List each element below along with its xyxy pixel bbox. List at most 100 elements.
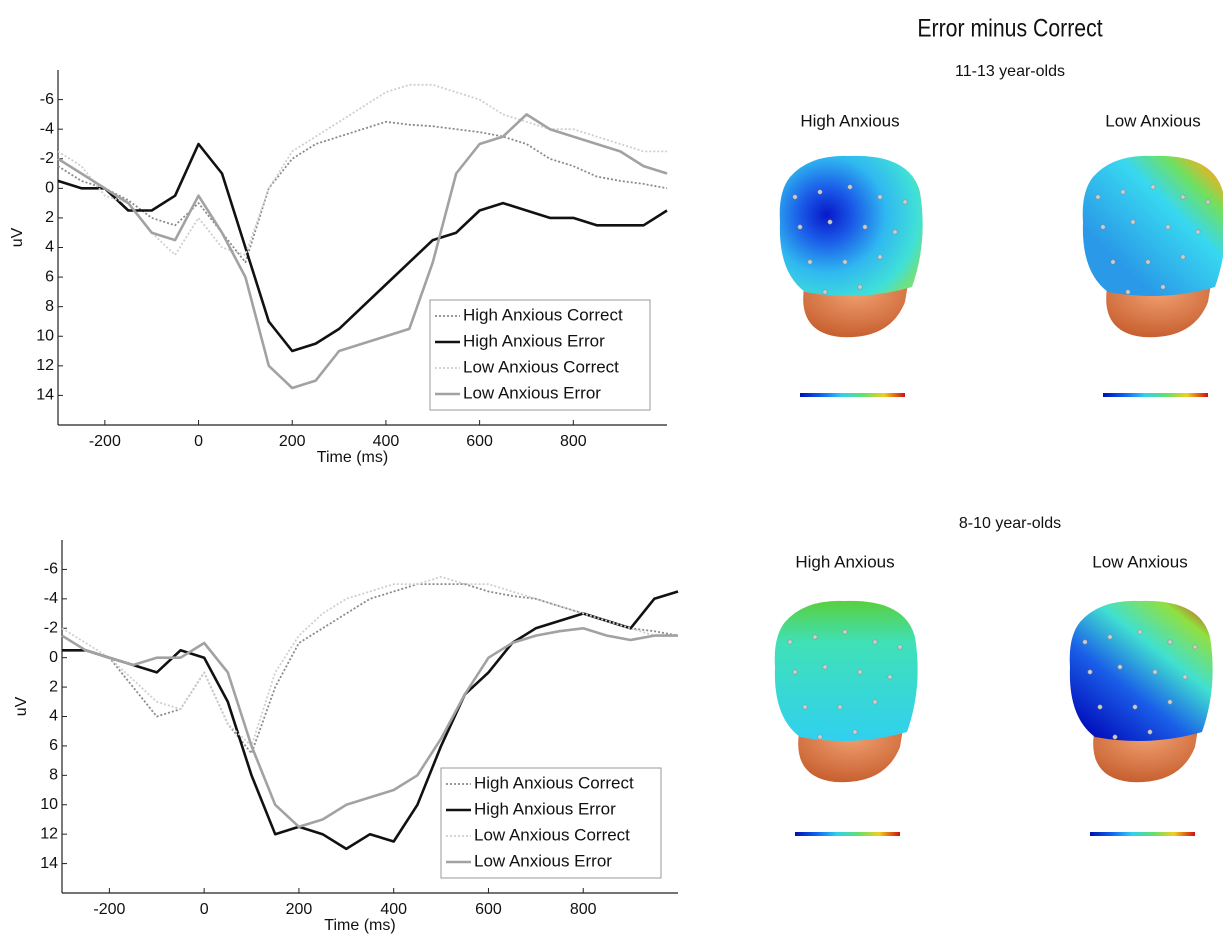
electrode <box>1152 669 1158 675</box>
color-bar <box>800 393 905 397</box>
electrode <box>1130 219 1136 225</box>
y-tick-label: 12 <box>40 825 58 842</box>
electrode <box>1195 229 1201 235</box>
electrode <box>1097 704 1103 710</box>
electrode <box>837 704 843 710</box>
y-tick-label: 4 <box>49 708 58 725</box>
color-bar <box>795 832 900 836</box>
y-tick-label: -6 <box>44 561 58 578</box>
electrode <box>1147 729 1153 735</box>
group-label: 8-10 year-olds <box>959 515 1061 532</box>
y-tick-label: 6 <box>49 737 58 754</box>
electrode <box>1132 704 1138 710</box>
y-tick-label: 0 <box>49 649 58 666</box>
electrode <box>822 664 828 670</box>
scalp <box>779 155 923 296</box>
series-line <box>61 583 679 755</box>
electrode <box>817 189 823 195</box>
electrode <box>1180 194 1186 200</box>
x-tick-label: 200 <box>279 433 306 450</box>
electrode <box>1180 254 1186 260</box>
electrode <box>1087 669 1093 675</box>
x-tick-label: -200 <box>93 901 125 918</box>
series-line <box>57 142 668 353</box>
electrode <box>1082 639 1088 645</box>
electrode <box>852 729 858 735</box>
electrode <box>1145 259 1151 265</box>
electrode <box>1107 634 1113 640</box>
legend-label: Low Anxious Correct <box>474 825 630 844</box>
legend-label: High Anxious Error <box>463 331 605 350</box>
head-map <box>1069 600 1213 836</box>
electrode <box>1167 639 1173 645</box>
electrode <box>1117 664 1123 670</box>
y-tick-label: 8 <box>49 767 58 784</box>
x-tick-label: 600 <box>475 901 502 918</box>
legend-label: Low Anxious Correct <box>463 357 619 376</box>
y-tick-label: 6 <box>45 268 54 285</box>
x-tick-label: 0 <box>200 901 209 918</box>
electrode <box>1125 289 1131 295</box>
electrode <box>1150 184 1156 190</box>
scalp <box>774 600 918 741</box>
x-axis-title: Time (ms) <box>324 917 395 934</box>
electrode <box>842 259 848 265</box>
y-tick-label: 4 <box>45 239 54 256</box>
electrode <box>802 704 808 710</box>
electrode <box>1192 644 1198 650</box>
x-tick-label: -200 <box>89 433 121 450</box>
series-line <box>61 575 678 747</box>
electrode <box>1165 224 1171 230</box>
y-tick-label: 8 <box>45 298 54 315</box>
electrode <box>857 669 863 675</box>
scalp <box>1082 155 1223 296</box>
y-axis-title: uV <box>13 696 30 716</box>
electrode <box>877 254 883 260</box>
legend-label: High Anxious Correct <box>463 305 623 324</box>
x-tick-label: 400 <box>373 433 400 450</box>
line-chart: -6 -4 -2 0 2 4 6 8 10 12 14 -200 0 200 400 600 800 Time (… <box>9 70 668 466</box>
electrode <box>807 259 813 265</box>
electrode <box>857 284 863 290</box>
electrode <box>847 184 853 190</box>
electrode <box>1167 699 1173 705</box>
electrode <box>792 669 798 675</box>
x-tick-label: 600 <box>466 433 493 450</box>
y-axis-title: uV <box>9 227 26 247</box>
line-chart: -6 -4 -2 0 2 4 6 8 10 12 14 -200 0 200 400 600 800 Time (… <box>13 540 679 934</box>
x-tick-label: 200 <box>286 901 313 918</box>
electrode <box>817 734 823 740</box>
scalp <box>1069 600 1213 741</box>
electrode <box>1160 284 1166 290</box>
electrode <box>872 699 878 705</box>
series-line <box>57 113 668 390</box>
electrode <box>797 224 803 230</box>
y-tick-label: 10 <box>40 796 58 813</box>
topomap-title: Error minus Correct <box>917 14 1103 42</box>
electrode <box>792 194 798 200</box>
y-tick-label: -6 <box>40 91 54 108</box>
series-line <box>62 590 679 851</box>
map-label: High Anxious <box>800 111 899 130</box>
electrode <box>812 634 818 640</box>
x-axis-title: Time (ms) <box>317 449 388 466</box>
x-tick-label: 400 <box>380 901 407 918</box>
y-tick-label: 0 <box>45 180 54 197</box>
head-map <box>774 600 918 836</box>
legend-label: High Anxious Error <box>474 799 616 818</box>
electrode <box>1205 199 1211 205</box>
electrode <box>1120 189 1126 195</box>
electrode <box>1095 194 1101 200</box>
electrode <box>887 674 893 680</box>
head-map <box>779 155 923 397</box>
electrode <box>1112 734 1118 740</box>
map-label: High Anxious <box>795 552 894 571</box>
electrode <box>862 224 868 230</box>
group-label: 11-13 year-olds <box>955 63 1065 80</box>
legend-label: Low Anxious Error <box>474 851 612 870</box>
series-line <box>57 83 667 256</box>
legend-label: High Anxious Correct <box>474 773 634 792</box>
legend-box <box>440 767 662 879</box>
electrode <box>842 629 848 635</box>
